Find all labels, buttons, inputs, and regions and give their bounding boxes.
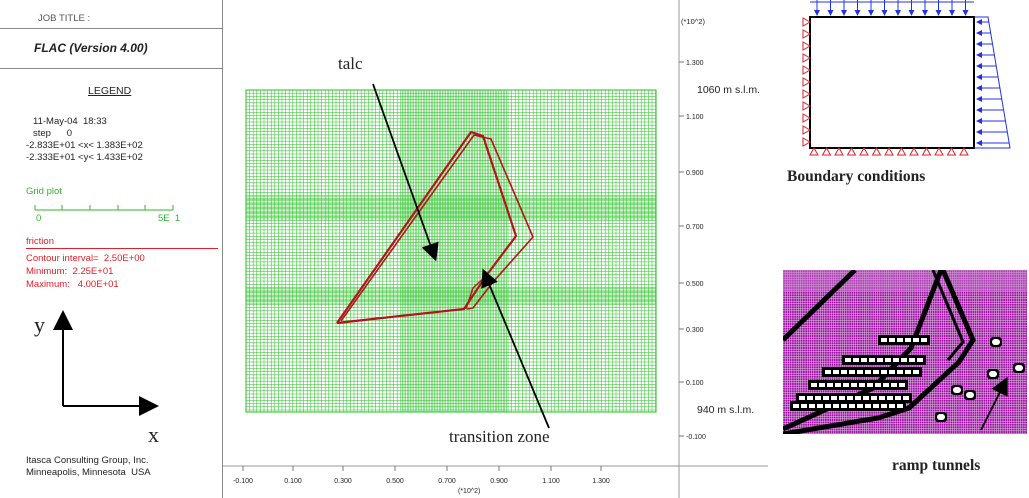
y-tick-label: 0.100	[686, 380, 704, 387]
x-tick-label: 0.300	[334, 478, 352, 485]
ramp-arrow	[980, 376, 1008, 431]
tunnel-openings	[790, 335, 1025, 422]
label-transition-zone: transition zone	[449, 427, 550, 446]
contour-maximum: Maximum: 4.00E+01	[26, 279, 119, 290]
mesh-grid	[245, 89, 657, 413]
y-tick-label: 0.500	[686, 281, 704, 288]
elevation-top: 1060 m s.l.m.	[697, 84, 761, 96]
y-tick-label: 0.900	[686, 170, 704, 177]
y-multiplier: (*10^2)	[681, 17, 705, 26]
transition-arrow	[481, 268, 550, 429]
load-arrows	[810, 0, 1011, 149]
x-tick-label: 0.700	[438, 478, 456, 485]
x-axis-ticks: -0.100 0.100 0.300 0.500 0.700 0.900 1.100 1.30…	[233, 466, 610, 485]
axis-x-label: x	[148, 422, 159, 447]
talc-arrow	[372, 83, 439, 262]
y-axis-ticks: 1.300 1.100 0.900 0.700 0.500 0.300 0.100 -0.10…	[679, 60, 706, 441]
friction-divider	[26, 248, 218, 249]
ramp-caption: ramp tunnels	[892, 457, 981, 474]
ramp-tunnels-diagram	[783, 270, 1027, 434]
y-tick-label: -0.100	[686, 434, 706, 441]
grid-scale-min: 0	[36, 213, 42, 224]
contour-minimum: Minimum: 2.25E+01	[26, 266, 114, 277]
friction-label: friction	[26, 236, 54, 247]
flac-plot-panel: JOB TITLE : FLAC (Version 4.00) LEGEND 1…	[0, 0, 768, 498]
x-tick-label: 1.100	[542, 478, 560, 485]
grid-plot-label: Grid plot	[26, 186, 62, 197]
support-symbols	[802, 17, 969, 156]
legend-y-range: -2.333E+01 <y< 1.433E+02	[26, 152, 143, 163]
axis-y-label: y	[34, 312, 45, 337]
elevation-bottom: 940 m s.l.m.	[697, 404, 755, 416]
y-tick-label: 1.100	[686, 114, 704, 121]
x-tick-label: 1.300	[592, 478, 610, 485]
grid-scale-max: 5E 1	[158, 213, 181, 224]
legend-step: step 0	[33, 128, 73, 139]
company-line2: Minneapolis, Minnesota USA	[26, 467, 151, 478]
x-multiplier: (*10^2)	[458, 488, 481, 495]
boundary-caption: Boundary conditions	[787, 168, 926, 185]
flac-version: FLAC (Version 4.00)	[34, 41, 148, 55]
y-tick-label: 0.300	[686, 327, 704, 334]
job-title: JOB TITLE :	[38, 13, 91, 24]
legend-date: 11-May-04 18:33	[33, 116, 107, 127]
y-tick-label: 0.700	[686, 224, 704, 231]
flac-legend-panel: JOB TITLE : FLAC (Version 4.00) LEGEND 1…	[0, 0, 223, 498]
xy-axes-diagram	[53, 310, 159, 416]
transition-contour	[340, 134, 534, 322]
talc-contour	[336, 130, 518, 325]
grid-plot: 1.3001.1000.9000.7000.5000.3000.100-0.10…	[223, 0, 768, 498]
x-tick-label: 0.900	[490, 478, 508, 485]
boundary-conditions-diagram	[802, 0, 1011, 156]
label-talc: talc	[338, 54, 363, 73]
model-boundary-box	[809, 16, 975, 149]
x-tick-label: -0.100	[233, 478, 253, 485]
legend-title: LEGEND	[88, 85, 132, 97]
y-tick-label: 1.300	[686, 60, 704, 67]
x-tick-label: 0.100	[284, 478, 302, 485]
grid-scale-bar	[34, 205, 174, 211]
x-tick-label: 0.500	[386, 478, 404, 485]
company-line1: Itasca Consulting Group, Inc.	[26, 455, 149, 466]
legend-x-range: -2.833E+01 <x< 1.383E+02	[26, 140, 143, 151]
contour-interval: Contour interval= 2.50E+00	[26, 253, 145, 264]
